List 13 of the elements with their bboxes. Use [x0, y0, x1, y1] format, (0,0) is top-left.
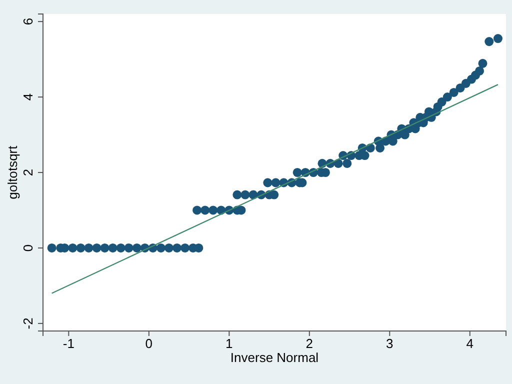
x-axis-title: Inverse Normal: [230, 350, 319, 365]
x-tick-label: -1: [62, 336, 74, 352]
x-tick-label: 4: [466, 336, 474, 352]
y-axis-title: goltotsqrt: [5, 145, 20, 200]
x-tick-label: 3: [386, 336, 394, 352]
y-tick-label: 0: [20, 244, 36, 252]
y-tick-label: 4: [20, 93, 36, 101]
y-tick-label: 2: [20, 168, 36, 176]
y-tick-label: 6: [20, 18, 36, 26]
x-tick-label: 0: [145, 336, 153, 352]
x-tick-label: 1: [226, 336, 233, 352]
x-tick-label: 2: [306, 336, 314, 352]
y-tick-label: -2: [20, 318, 36, 330]
